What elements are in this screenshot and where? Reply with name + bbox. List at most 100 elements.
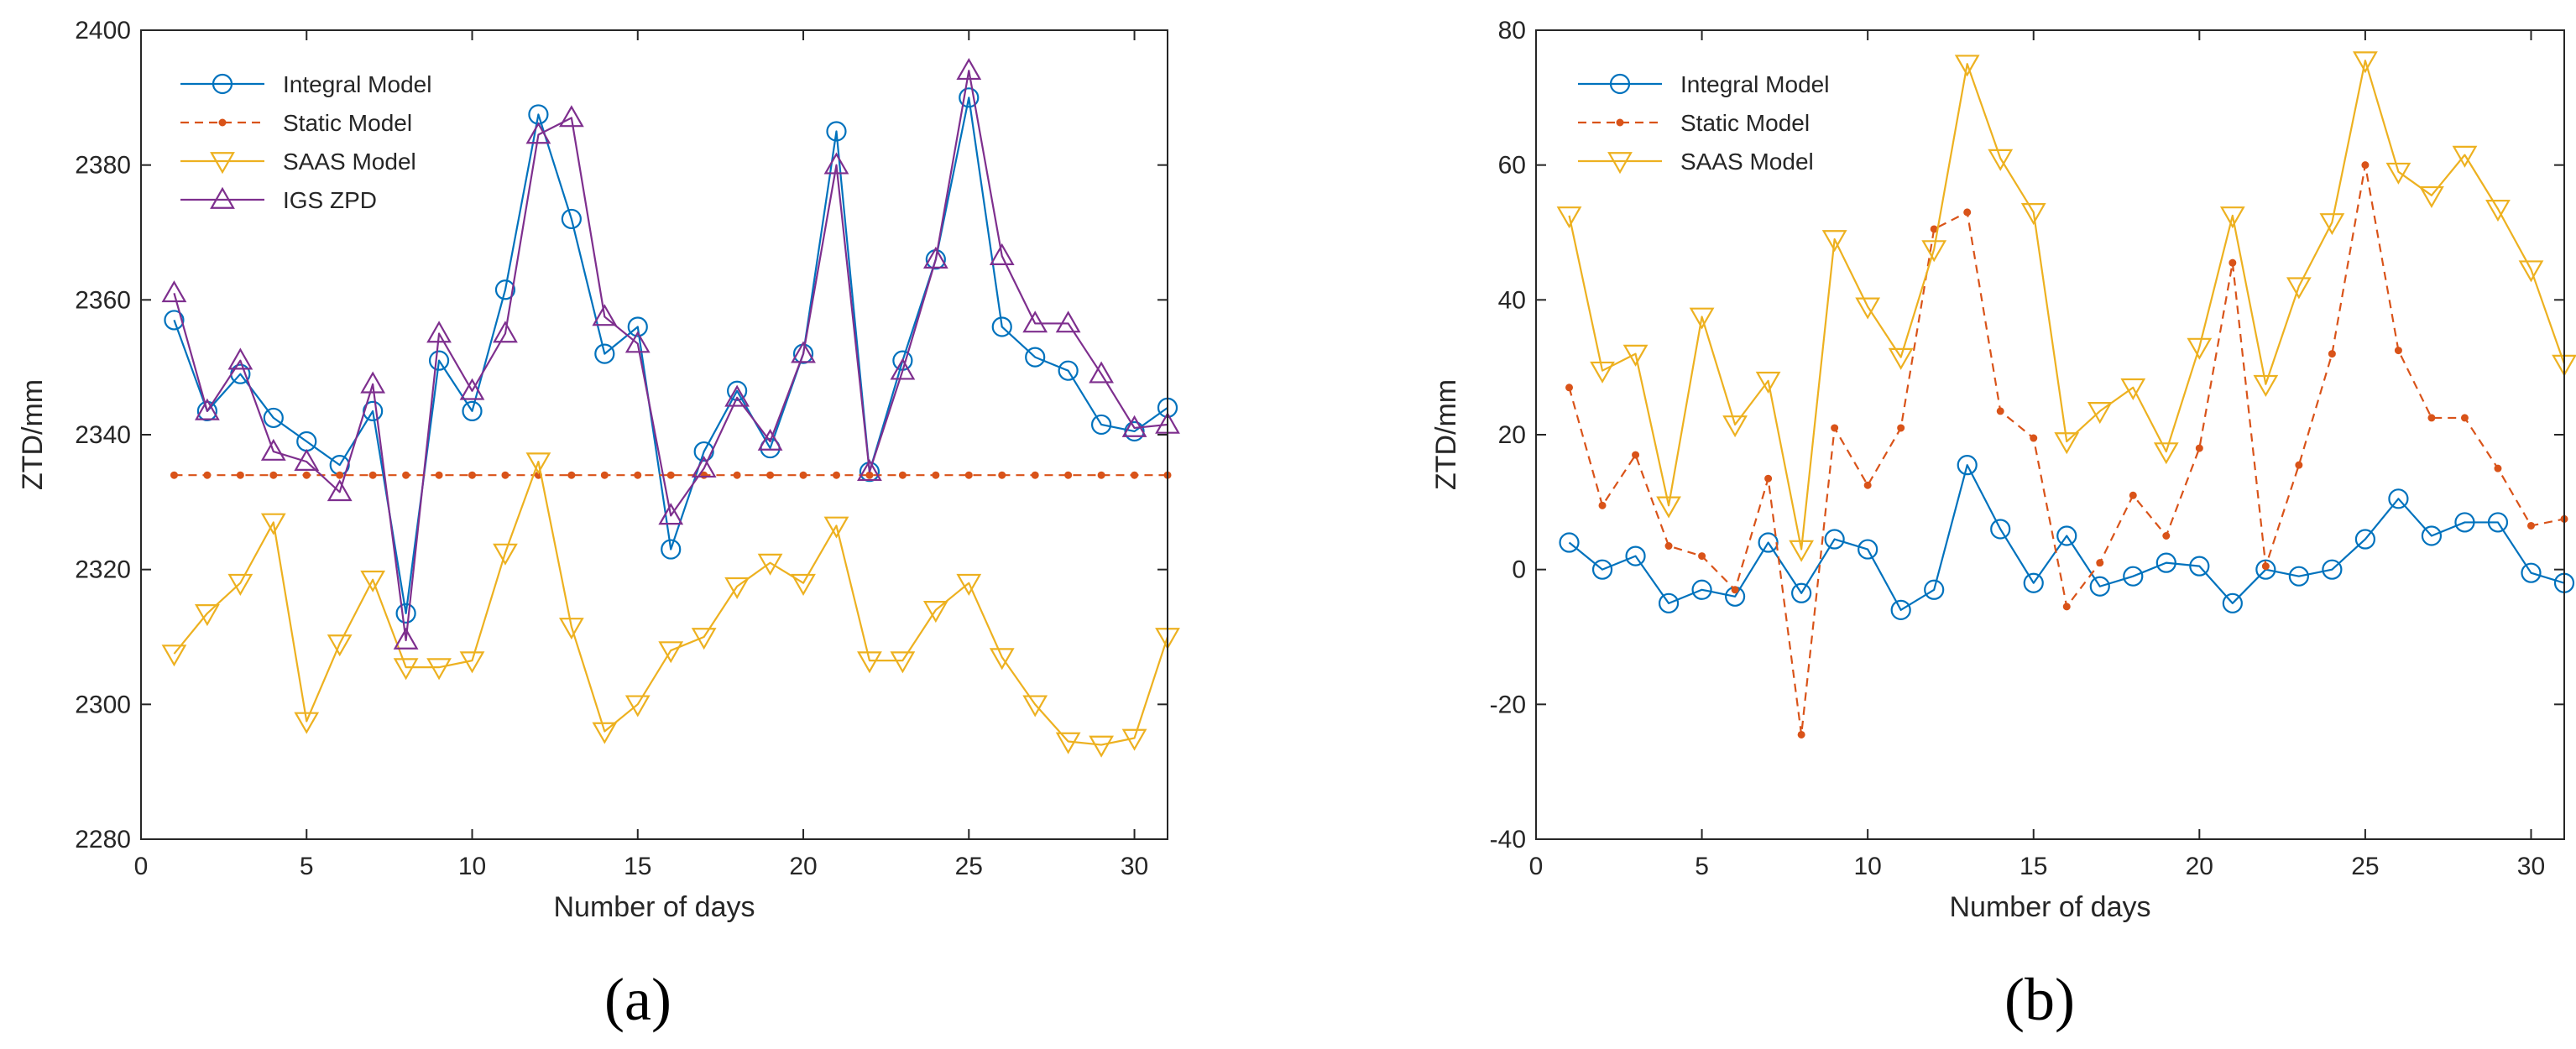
data-point-saas-model-a <box>525 452 551 475</box>
data-point-saas-model-a <box>493 543 518 566</box>
data-point-integral-model-b <box>2354 529 2376 550</box>
data-point-saas-model-a <box>1089 735 1114 758</box>
y-tick-label-a: 2340 <box>75 421 131 449</box>
data-point-integral-model-a <box>959 87 980 108</box>
data-point-saas-model-b <box>2518 260 2544 283</box>
x-tick-label-b: 25 <box>2351 853 2379 880</box>
data-point-saas-model-a <box>823 516 849 539</box>
data-point-static-model-b <box>2427 414 2436 422</box>
data-point-static-model-a <box>832 471 840 479</box>
data-point-static-model-b <box>2229 258 2237 267</box>
data-point-static-model-a <box>799 471 807 479</box>
data-point-igs-zpd-a <box>558 105 584 128</box>
data-point-saas-model-a <box>1022 695 1048 718</box>
data-point-igs-zpd-a <box>393 627 419 650</box>
data-point-integral-model-a <box>661 539 682 560</box>
data-point-igs-zpd-a <box>592 304 618 326</box>
data-point-integral-model-b <box>1858 539 1878 560</box>
data-point-integral-model-a <box>1025 347 1046 368</box>
x-tick-label-a: 10 <box>458 853 486 880</box>
data-point-static-model-a <box>1031 471 1039 479</box>
data-point-saas-model-a <box>922 601 948 624</box>
data-point-static-model-a <box>435 471 443 479</box>
x-tick-label-a: 20 <box>789 853 817 880</box>
data-point-saas-model-b <box>2054 432 2080 455</box>
data-point-igs-zpd-a <box>1055 311 1081 333</box>
legend-marker-integral-model-b <box>1609 73 1631 95</box>
legend-label-igs-zpd-a: IGS ZPD <box>283 187 377 213</box>
data-point-integral-model-b <box>2421 525 2443 546</box>
data-point-integral-model-b <box>2288 566 2309 587</box>
data-point-igs-zpd-a <box>525 122 551 144</box>
legend-label-saas-model-b: SAAS Model <box>1680 149 1814 175</box>
data-point-saas-model-a <box>691 628 717 650</box>
data-point-static-model-b <box>1598 501 1607 509</box>
data-point-static-model-a <box>666 471 675 479</box>
data-point-saas-model-b <box>1855 297 1881 320</box>
data-point-static-model-a <box>898 471 907 479</box>
legend-marker-static-model-a <box>218 118 227 127</box>
x-tick-label-b: 20 <box>2186 853 2213 880</box>
data-point-integral-model-a <box>594 343 615 364</box>
data-point-static-model-b <box>1897 424 1905 432</box>
data-point-static-model-a <box>336 471 344 479</box>
data-point-saas-model-a <box>956 573 982 596</box>
y-axis-label-b: ZTD/mm <box>1430 379 1462 490</box>
data-point-static-model-b <box>1863 481 1872 489</box>
data-point-static-model-a <box>733 471 741 479</box>
data-point-integral-model-a <box>1090 414 1112 436</box>
data-point-igs-zpd-a <box>757 428 783 451</box>
legend-label-integral-model-a: Integral Model <box>283 71 431 97</box>
data-point-static-model-a <box>368 471 377 479</box>
data-point-integral-model-b <box>2089 576 2110 597</box>
data-point-integral-model-a <box>991 316 1012 337</box>
data-point-igs-zpd-a <box>791 341 816 363</box>
data-point-static-model-b <box>2494 464 2502 472</box>
legend-b: Integral Model Static Model SAAS Model <box>1578 71 1829 175</box>
data-point-integral-model-b <box>2155 552 2176 573</box>
panel-caption-a: (a) <box>604 966 671 1033</box>
data-point-integral-model-b <box>1625 545 1646 566</box>
data-point-saas-model-a <box>1121 728 1147 751</box>
legend-marker-integral-model-a <box>212 73 233 95</box>
data-point-static-model-a <box>501 471 509 479</box>
data-point-saas-model-a <box>1055 732 1081 754</box>
legend-marker-static-model-b <box>1616 118 1624 127</box>
data-point-igs-zpd-a <box>823 152 849 175</box>
data-point-integral-model-b <box>2454 512 2475 533</box>
data-point-integral-model-b <box>2189 556 2210 577</box>
data-point-static-model-a <box>964 471 973 479</box>
data-point-saas-model-a <box>260 513 286 535</box>
data-point-integral-model-a <box>561 208 582 230</box>
data-point-static-model-a <box>865 471 874 479</box>
data-point-static-model-b <box>2328 350 2336 358</box>
data-point-saas-model-b <box>1888 347 1914 370</box>
data-point-static-model-b <box>1764 474 1773 483</box>
data-point-static-model-a <box>932 471 940 479</box>
data-point-igs-zpd-a <box>227 347 253 370</box>
data-point-igs-zpd-a <box>624 331 651 353</box>
data-point-static-model-a <box>1064 471 1073 479</box>
data-point-igs-zpd-a <box>426 321 452 343</box>
data-point-igs-zpd-a <box>922 246 948 269</box>
data-point-saas-model-b <box>1689 307 1715 330</box>
data-point-igs-zpd-a <box>327 479 353 502</box>
data-point-saas-model-a <box>426 658 452 681</box>
data-point-integral-model-a <box>1058 360 1079 381</box>
data-point-igs-zpd-a <box>857 458 882 482</box>
data-point-static-model-a <box>203 471 212 479</box>
data-point-static-model-b <box>1963 208 1972 217</box>
x-tick-label-a: 0 <box>134 853 149 880</box>
x-tick-label-b: 15 <box>2020 853 2047 880</box>
data-point-static-model-b <box>2361 161 2370 170</box>
data-point-saas-model-b <box>2120 378 2146 400</box>
data-point-integral-model-a <box>462 400 483 421</box>
data-point-static-model-a <box>170 471 178 479</box>
data-point-saas-model-b <box>2286 277 2312 300</box>
data-point-static-model-b <box>1797 730 1805 738</box>
data-point-integral-model-b <box>1559 532 1580 553</box>
data-point-static-model-a <box>1131 471 1139 479</box>
data-point-static-model-b <box>2526 521 2535 530</box>
x-tick-label-a: 30 <box>1121 853 1148 880</box>
